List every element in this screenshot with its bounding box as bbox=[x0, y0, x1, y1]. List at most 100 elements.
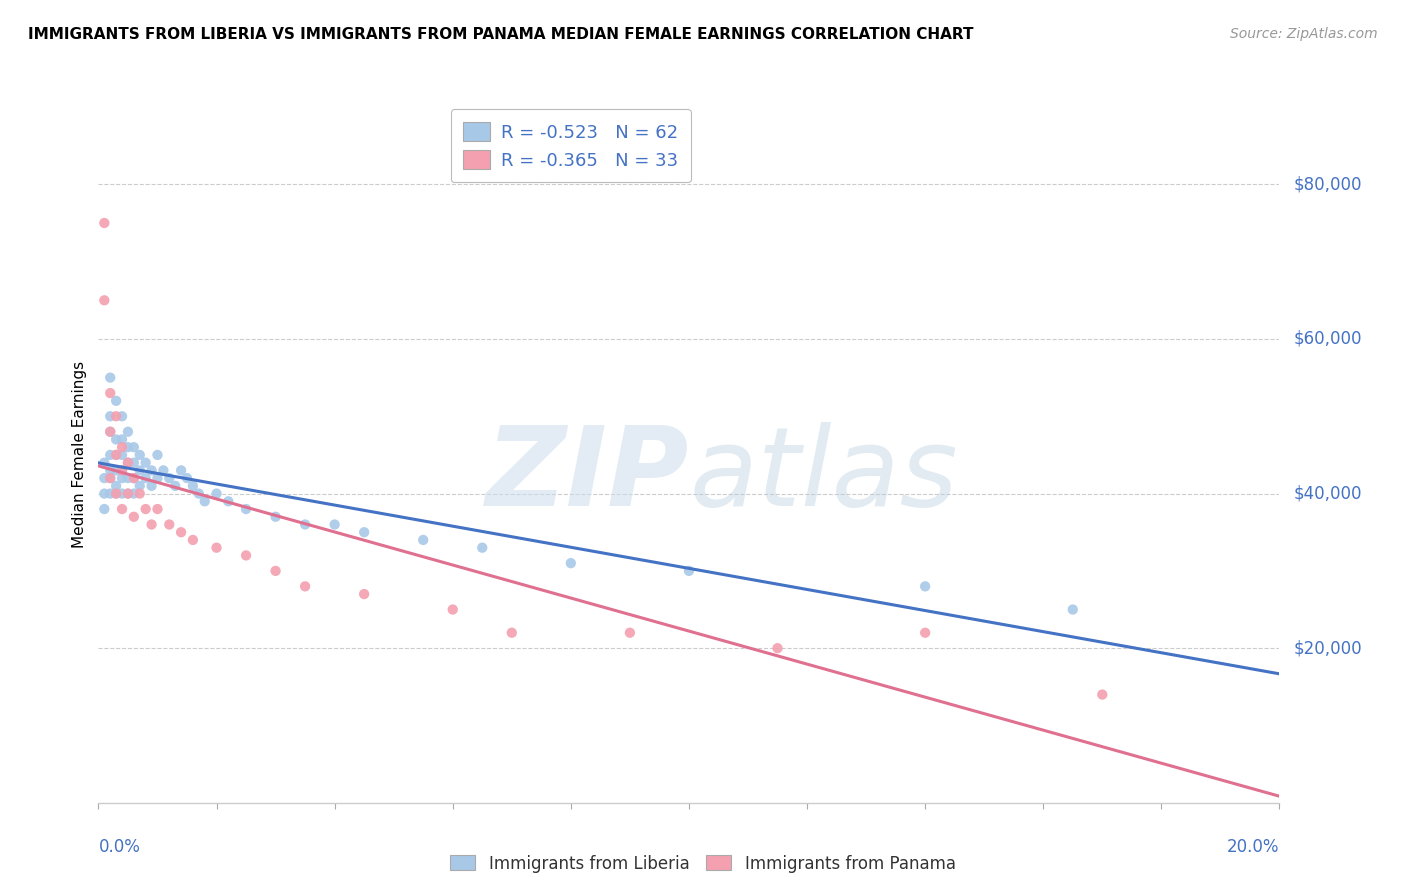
Text: $60,000: $60,000 bbox=[1294, 330, 1362, 348]
Point bbox=[205, 486, 228, 500]
Point bbox=[176, 471, 198, 485]
Point bbox=[98, 471, 121, 485]
Point bbox=[914, 625, 936, 640]
Point bbox=[141, 463, 163, 477]
Point bbox=[105, 393, 128, 408]
Point bbox=[678, 564, 700, 578]
Point bbox=[165, 479, 187, 493]
Point bbox=[353, 587, 375, 601]
Point bbox=[93, 486, 115, 500]
Point bbox=[111, 463, 134, 477]
Point bbox=[1062, 602, 1084, 616]
Point bbox=[122, 440, 145, 454]
Point bbox=[105, 463, 128, 477]
Point bbox=[111, 486, 134, 500]
Point bbox=[111, 409, 134, 424]
Text: Source: ZipAtlas.com: Source: ZipAtlas.com bbox=[1230, 27, 1378, 41]
Point bbox=[560, 556, 582, 570]
Text: $40,000: $40,000 bbox=[1294, 484, 1362, 502]
Point bbox=[181, 533, 204, 547]
Point bbox=[122, 509, 145, 524]
Point bbox=[471, 541, 494, 555]
Point bbox=[323, 517, 346, 532]
Legend: R = -0.523   N = 62, R = -0.365   N = 33: R = -0.523 N = 62, R = -0.365 N = 33 bbox=[451, 109, 690, 182]
Point bbox=[117, 440, 139, 454]
Point bbox=[294, 579, 316, 593]
Point bbox=[93, 293, 115, 308]
Point bbox=[501, 625, 523, 640]
Point bbox=[128, 448, 150, 462]
Point bbox=[412, 533, 434, 547]
Point bbox=[194, 494, 217, 508]
Point bbox=[105, 448, 128, 462]
Point bbox=[181, 479, 204, 493]
Point bbox=[98, 386, 121, 401]
Point bbox=[1091, 688, 1114, 702]
Point bbox=[93, 456, 115, 470]
Point bbox=[128, 479, 150, 493]
Point bbox=[117, 471, 139, 485]
Point bbox=[117, 486, 139, 500]
Point bbox=[135, 456, 157, 470]
Text: 0.0%: 0.0% bbox=[98, 838, 141, 856]
Point bbox=[105, 433, 128, 447]
Point bbox=[264, 509, 287, 524]
Point bbox=[122, 471, 145, 485]
Point bbox=[122, 456, 145, 470]
Point bbox=[135, 471, 157, 485]
Legend: Immigrants from Liberia, Immigrants from Panama: Immigrants from Liberia, Immigrants from… bbox=[444, 848, 962, 880]
Point bbox=[98, 370, 121, 384]
Point bbox=[264, 564, 287, 578]
Point bbox=[111, 471, 134, 485]
Point bbox=[170, 463, 193, 477]
Point bbox=[93, 216, 115, 230]
Text: 20.0%: 20.0% bbox=[1227, 838, 1279, 856]
Point bbox=[117, 456, 139, 470]
Point bbox=[98, 463, 121, 477]
Point bbox=[117, 425, 139, 439]
Text: $80,000: $80,000 bbox=[1294, 176, 1362, 194]
Point bbox=[235, 549, 257, 563]
Point bbox=[217, 494, 239, 508]
Text: $20,000: $20,000 bbox=[1294, 640, 1362, 657]
Point bbox=[122, 471, 145, 485]
Point bbox=[441, 602, 464, 616]
Point bbox=[146, 502, 169, 516]
Point bbox=[111, 440, 134, 454]
Point bbox=[111, 463, 134, 477]
Text: IMMIGRANTS FROM LIBERIA VS IMMIGRANTS FROM PANAMA MEDIAN FEMALE EARNINGS CORRELA: IMMIGRANTS FROM LIBERIA VS IMMIGRANTS FR… bbox=[28, 27, 973, 42]
Point bbox=[93, 471, 115, 485]
Point bbox=[152, 463, 174, 477]
Point bbox=[105, 409, 128, 424]
Point bbox=[146, 448, 169, 462]
Point bbox=[235, 502, 257, 516]
Point bbox=[146, 471, 169, 485]
Point bbox=[98, 448, 121, 462]
Point bbox=[98, 486, 121, 500]
Point bbox=[93, 502, 115, 516]
Point bbox=[157, 517, 180, 532]
Point bbox=[105, 486, 128, 500]
Point bbox=[294, 517, 316, 532]
Point bbox=[122, 486, 145, 500]
Point bbox=[111, 433, 134, 447]
Point bbox=[205, 541, 228, 555]
Point bbox=[98, 471, 121, 485]
Point bbox=[135, 502, 157, 516]
Point bbox=[117, 456, 139, 470]
Point bbox=[619, 625, 641, 640]
Point bbox=[98, 425, 121, 439]
Point bbox=[353, 525, 375, 540]
Point bbox=[105, 479, 128, 493]
Point bbox=[105, 448, 128, 462]
Text: ZIP: ZIP bbox=[485, 422, 689, 529]
Point bbox=[141, 517, 163, 532]
Point bbox=[111, 502, 134, 516]
Point bbox=[141, 479, 163, 493]
Point bbox=[128, 463, 150, 477]
Point bbox=[105, 486, 128, 500]
Text: atlas: atlas bbox=[689, 422, 957, 529]
Point bbox=[914, 579, 936, 593]
Point bbox=[766, 641, 789, 656]
Point bbox=[117, 486, 139, 500]
